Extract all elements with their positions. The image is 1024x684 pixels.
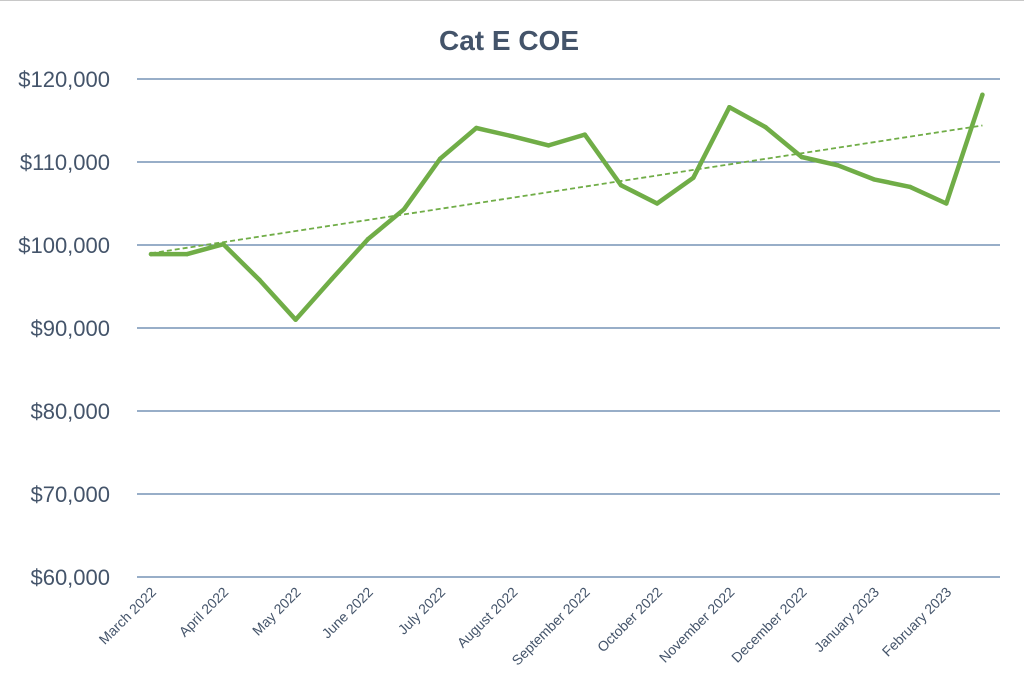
data-point <box>691 175 696 180</box>
data-point <box>763 124 768 130</box>
x-tick-label: August 2022 <box>454 584 521 651</box>
x-tick-label: December 2022 <box>728 584 810 666</box>
x-tick-label: March 2022 <box>96 584 160 648</box>
data-point <box>546 143 551 148</box>
trendline <box>150 124 983 255</box>
chart-title: Cat E COE <box>438 25 580 56</box>
y-tick-label: $60,000 <box>30 565 110 590</box>
data-point <box>799 154 804 160</box>
data-point <box>221 241 226 247</box>
data-point <box>148 251 154 257</box>
y-tick-label: $110,000 <box>20 150 110 175</box>
gridlines <box>137 78 1000 578</box>
data-point <box>293 317 298 322</box>
data-point <box>474 125 479 131</box>
data-point <box>184 251 190 257</box>
x-tick-label: November 2022 <box>656 584 738 666</box>
data-point <box>365 236 371 242</box>
data-point <box>835 163 841 168</box>
data-point <box>510 134 515 139</box>
x-tick-label: February 2023 <box>879 584 955 660</box>
data-point <box>401 207 407 212</box>
data-point <box>654 201 660 206</box>
data-point <box>871 177 877 182</box>
data-point <box>980 92 985 97</box>
data-point <box>257 277 262 283</box>
x-tick-label: January 2023 <box>811 584 882 655</box>
y-tick-label: $90,000 <box>30 316 110 341</box>
y-tick-label: $70,000 <box>30 482 110 507</box>
series-layer <box>148 92 985 322</box>
data-point <box>907 184 913 190</box>
data-point <box>438 156 443 161</box>
data-point <box>582 132 587 137</box>
x-tick-label: June 2022 <box>318 584 376 642</box>
x-tick-label: September 2022 <box>508 584 593 669</box>
y-tick-label: $120,000 <box>18 67 110 92</box>
data-point <box>618 183 624 188</box>
x-tick-label: April 2022 <box>176 584 232 640</box>
data-point <box>944 201 949 206</box>
x-tick-label: May 2022 <box>249 584 304 639</box>
y-tick-label: $80,000 <box>30 399 110 424</box>
data-point <box>727 105 732 110</box>
x-tick-label: July 2022 <box>395 584 449 638</box>
y-axis-tick-labels: $120,000 $110,000 $100,000 $90,000 $80,000 $7… <box>18 67 110 590</box>
y-tick-label: $100,000 <box>18 233 110 258</box>
x-axis-tick-labels: March 2022 April 2022 May 2022 June 2022 Jul… <box>96 584 955 669</box>
data-point <box>329 276 334 282</box>
trendline-layer <box>150 124 983 255</box>
x-tick-label: October 2022 <box>594 584 665 655</box>
series-line <box>148 92 985 322</box>
